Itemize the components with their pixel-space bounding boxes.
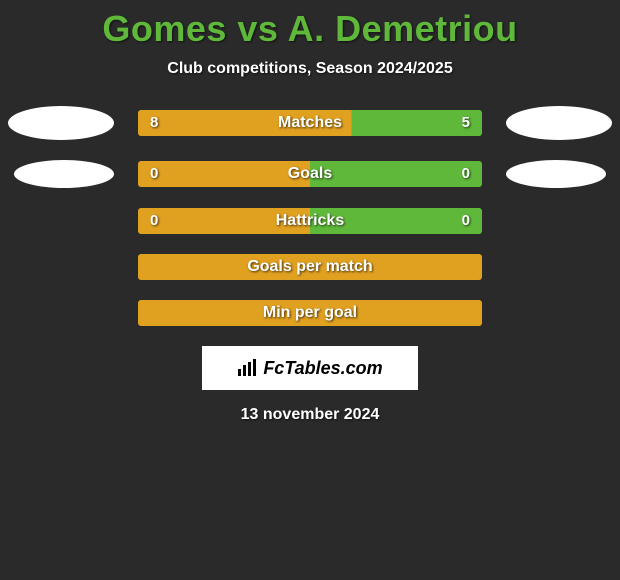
generation-date: 13 november 2024 [0, 406, 620, 424]
stat-right-value: 5 [462, 110, 470, 136]
stat-right-value: 0 [462, 161, 470, 187]
stat-label: Goals [288, 165, 332, 183]
stat-row-goals-per-match: Goals per match [0, 254, 620, 280]
stat-bar-matches: 8 Matches 5 [138, 110, 482, 136]
stat-bar-goals: 0 Goals 0 [138, 161, 482, 187]
stat-label: Min per goal [263, 304, 357, 322]
stat-bar-min-per-goal: Min per goal [138, 300, 482, 326]
stat-label: Hattricks [276, 212, 344, 230]
logo-text: FcTables.com [263, 358, 382, 379]
player-left-badge [8, 106, 114, 140]
player-left-badge [14, 160, 114, 188]
subtitle: Club competitions, Season 2024/2025 [0, 60, 620, 78]
stat-label: Goals per match [247, 258, 372, 276]
bar-chart-icon [237, 359, 259, 377]
page-title: Gomes vs A. Demetriou [0, 0, 620, 50]
stat-row-goals: 0 Goals 0 [0, 160, 620, 188]
stat-bar-hattricks: 0 Hattricks 0 [138, 208, 482, 234]
stat-left-value: 0 [150, 161, 158, 187]
source-logo: FcTables.com [202, 346, 418, 390]
stat-row-hattricks: 0 Hattricks 0 [0, 208, 620, 234]
stat-left-value: 8 [150, 110, 158, 136]
stat-row-matches: 8 Matches 5 [0, 106, 620, 140]
stat-bar-goals-per-match: Goals per match [138, 254, 482, 280]
stat-right-value: 0 [462, 208, 470, 234]
stat-row-min-per-goal: Min per goal [0, 300, 620, 326]
player-right-badge [506, 106, 612, 140]
stat-label: Matches [278, 114, 342, 132]
comparison-infographic: Gomes vs A. Demetriou Club competitions,… [0, 0, 620, 580]
player-right-badge [506, 160, 606, 188]
stat-left-value: 0 [150, 208, 158, 234]
stat-rows: 8 Matches 5 0 Goals 0 0 Hatt [0, 106, 620, 326]
